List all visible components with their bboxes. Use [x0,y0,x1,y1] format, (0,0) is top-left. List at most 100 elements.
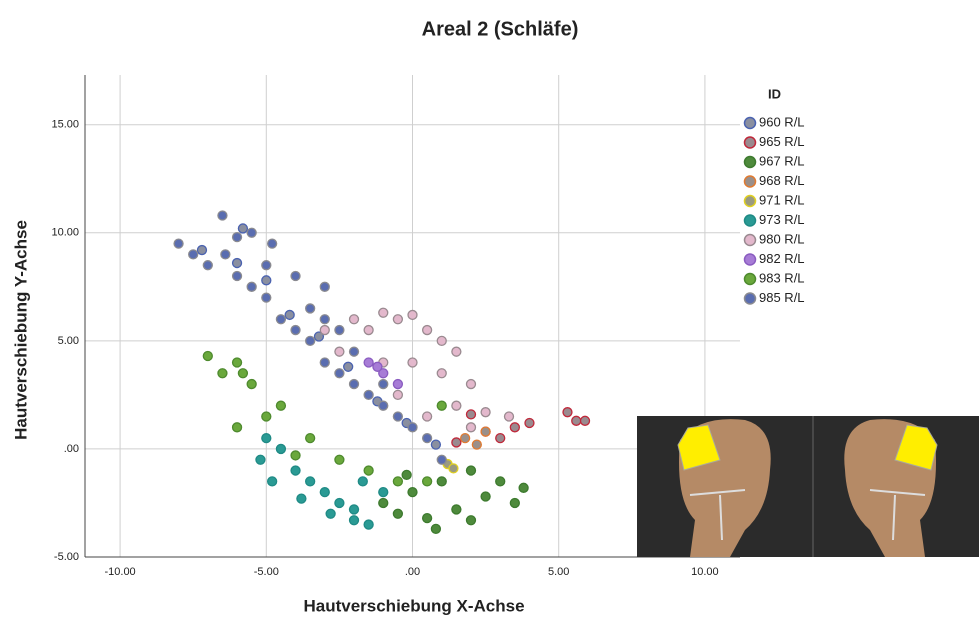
point [364,466,373,475]
point [291,272,300,281]
point [510,498,519,507]
legend-marker [745,215,756,226]
point [466,410,475,419]
point [452,401,461,410]
point [174,239,183,248]
x-tick-label: -5.00 [254,566,279,578]
point [350,505,359,514]
point [452,347,461,356]
point [326,509,335,518]
y-tick-label: -5.00 [54,551,79,563]
point [238,224,247,233]
point [452,438,461,447]
point [364,520,373,529]
legend-label: 965 R/L [759,134,805,149]
point [437,336,446,345]
point [481,408,490,417]
chart: Areal 2 (Schläfe) Hautverschiebung X-Ach… [0,0,979,621]
point [233,233,242,242]
point [408,488,417,497]
point [452,505,461,514]
point [291,466,300,475]
point [335,347,344,356]
y-tick-label: .00 [64,443,79,455]
point [423,412,432,421]
legend-marker [745,118,756,129]
point [335,455,344,464]
point [320,282,329,291]
point [481,427,490,436]
y-tick-label: 10.00 [51,227,79,239]
point [262,261,271,270]
point [268,239,277,248]
legend-marker [745,196,756,207]
point [393,509,402,518]
point [466,516,475,525]
point [276,401,285,410]
point [233,423,242,432]
point [297,494,306,503]
point [423,477,432,486]
legend-marker [745,157,756,168]
point [423,434,432,443]
point [285,310,294,319]
x-tick-label: 10.00 [691,566,719,578]
point [306,304,315,313]
face-images [637,416,979,557]
point [496,477,505,486]
point [256,455,265,464]
points [174,211,589,533]
point [563,408,572,417]
legend-label: 980 R/L [759,231,805,246]
y-axis-title: Hautverschiebung Y-Achse [11,220,30,440]
point [373,362,382,371]
point [262,276,271,285]
point [379,380,388,389]
legend-marker [745,137,756,148]
point [423,514,432,523]
legend-marker [745,254,756,265]
legend-label: 973 R/L [759,212,805,227]
x-tick-label: 5.00 [548,566,569,578]
point [306,477,315,486]
point [393,390,402,399]
point [437,401,446,410]
point [320,488,329,497]
y-tick-label: 5.00 [58,335,79,347]
legend-label: 960 R/L [759,114,805,129]
point [276,444,285,453]
point [393,412,402,421]
x-tick-label: -10.00 [104,566,135,578]
point [218,369,227,378]
point [306,434,315,443]
point [306,336,315,345]
legend-marker [745,176,756,187]
point [519,483,528,492]
point [233,272,242,281]
point [233,259,242,268]
point [379,401,388,410]
point [379,498,388,507]
point [247,228,256,237]
y-tick-label: 15.00 [51,119,79,131]
point [364,358,373,367]
point [466,466,475,475]
point [466,423,475,432]
point [320,326,329,335]
point [203,351,212,360]
point [408,358,417,367]
legend-marker [745,274,756,285]
legend-label: 968 R/L [759,173,805,188]
legend-label: 971 R/L [759,192,805,207]
legend-title: ID [768,86,781,101]
point [350,315,359,324]
point [393,380,402,389]
chart-title: Areal 2 (Schläfe) [422,18,579,40]
point [350,380,359,389]
point [344,362,353,371]
point [510,423,519,432]
point [262,434,271,443]
point [466,380,475,389]
point [218,211,227,220]
